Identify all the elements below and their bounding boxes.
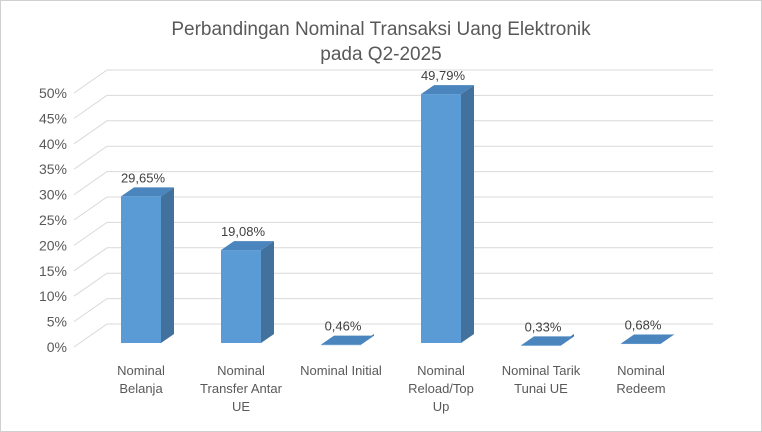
gridline	[73, 145, 713, 170]
category-label: Nominal	[117, 363, 165, 378]
bar-top	[621, 334, 674, 344]
chart-title-line-2: pada Q2-2025	[320, 44, 442, 65]
bar-top	[221, 241, 274, 251]
category-label: Redeem	[616, 381, 665, 396]
data-label: 0,33%	[525, 319, 562, 334]
bar-top	[121, 187, 174, 197]
y-tick-label: 10%	[39, 288, 67, 304]
category-label: Up	[433, 399, 450, 414]
bar-side	[161, 187, 174, 343]
y-tick-label: 0%	[47, 339, 67, 355]
bar	[521, 345, 561, 346]
bar	[421, 94, 461, 343]
bar-top	[521, 336, 574, 346]
category-label: Nominal	[617, 363, 665, 378]
gridline	[73, 120, 713, 145]
category-label: Reload/Top	[408, 381, 474, 396]
gridline	[73, 323, 713, 348]
y-tick-label: 15%	[39, 263, 67, 279]
bar-side	[261, 241, 274, 343]
data-label: 29,65%	[121, 170, 166, 185]
data-label: 0,68%	[625, 318, 662, 333]
bar	[221, 250, 261, 343]
gridline	[73, 94, 713, 119]
category-label: UE	[232, 399, 250, 414]
gridline	[73, 196, 713, 221]
gridline	[73, 69, 713, 94]
y-tick-label: 50%	[39, 85, 67, 101]
gridline	[73, 171, 713, 196]
data-label: 19,08%	[221, 224, 266, 239]
bar-top	[421, 85, 474, 95]
bar	[121, 196, 161, 343]
y-tick-label: 25%	[39, 212, 67, 228]
category-label: Transfer Antar	[200, 381, 283, 396]
chart-title-line-1: Perbandingan Nominal Transaksi Uang Elek…	[171, 19, 591, 40]
category-label: Tunai UE	[514, 381, 568, 396]
y-tick-label: 45%	[39, 110, 67, 126]
gridline	[73, 272, 713, 297]
category-label: Belanja	[119, 381, 163, 396]
category-label: Nominal Tarik	[502, 363, 581, 378]
gridline	[73, 247, 713, 272]
bar	[621, 343, 661, 345]
y-tick-label: 40%	[39, 136, 67, 152]
gridline	[73, 221, 713, 246]
bar	[321, 344, 361, 346]
category-label: Nominal	[217, 363, 265, 378]
data-label: 49,79%	[421, 68, 466, 83]
y-tick-label: 5%	[47, 314, 67, 330]
category-label: Nominal Initial	[300, 363, 382, 378]
y-tick-label: 20%	[39, 237, 67, 253]
bar-top	[321, 335, 374, 345]
gridline	[73, 298, 713, 323]
category-label: Nominal	[417, 363, 465, 378]
data-label: 0,46%	[325, 319, 362, 334]
bar-side	[461, 85, 474, 343]
y-tick-label: 35%	[39, 161, 67, 177]
y-tick-label: 30%	[39, 187, 67, 203]
